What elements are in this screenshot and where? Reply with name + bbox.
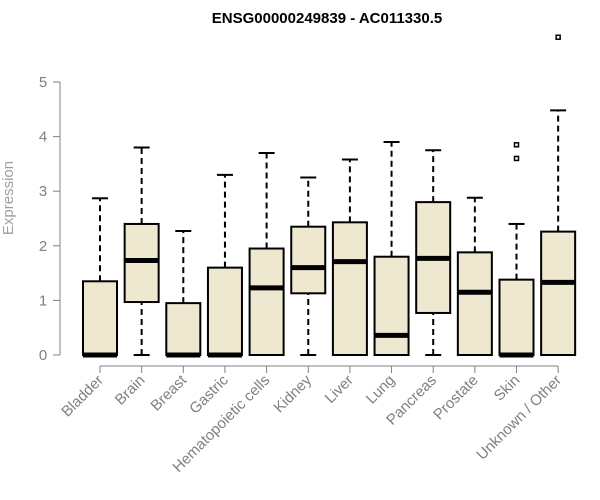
box-gastric [206,173,243,358]
x-tick-label: Liver [322,372,357,407]
x-tick-label: Skin [491,372,524,405]
box-body [540,230,577,356]
box-liver [331,158,368,356]
box-kidney [290,176,327,356]
y-tick-label: 2 [39,238,47,255]
x-tick-label: Lung [363,372,399,408]
outlier-point [555,34,561,40]
y-tick-label: 3 [39,183,47,200]
y-tick-label: 5 [39,74,47,91]
box-brain [123,146,160,356]
box-body [331,221,368,356]
box-body [498,278,535,357]
y-tick-label: 0 [39,347,47,364]
box-body [456,251,493,357]
box-prostate [456,196,493,357]
box-body [165,302,202,357]
box-body [82,280,118,357]
box-hematopoietic-cells [248,151,285,356]
box-body [248,247,285,356]
box-body [290,225,327,295]
box-breast [165,230,202,358]
y-tick-label: 1 [39,292,47,309]
box-pancreas [415,149,452,356]
box-body [373,255,410,356]
x-tick-label: Prostate [430,372,482,424]
y-axis: 0 1 2 3 4 5 [39,74,61,364]
box-body [206,266,243,357]
box-skin [498,142,535,358]
y-tick-label: 4 [39,129,47,146]
x-tick-label: Kidney [271,371,316,416]
x-tick-label: Breast [147,371,190,414]
plot-area [82,34,577,358]
box-lung [373,141,410,356]
y-axis-label: Expression [0,161,17,235]
box-bladder [82,197,118,358]
x-tick-label: Bladder [58,372,107,421]
chart-title: ENSG00000249839 - AC011330.5 [212,10,442,27]
box-unknown-other [540,34,577,356]
x-tick-label: Brain [112,372,149,409]
outlier-point [513,155,520,162]
outlier-point [513,142,520,148]
